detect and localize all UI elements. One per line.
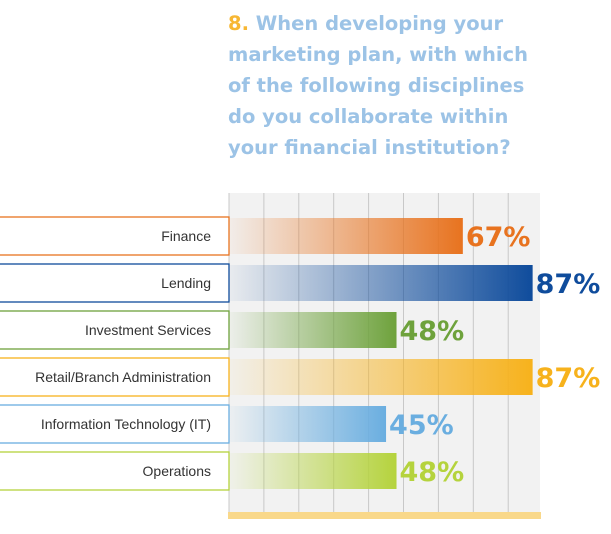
category-label: Investment Services bbox=[85, 322, 211, 338]
value-label: 48% bbox=[400, 457, 465, 488]
bar-investment-services bbox=[229, 312, 397, 348]
value-label: 87% bbox=[536, 269, 601, 300]
bar-information-technology-it bbox=[229, 406, 387, 442]
value-label: 67% bbox=[466, 222, 531, 253]
category-label: Retail/Branch Administration bbox=[35, 369, 211, 385]
title-line-2: marketing plan, with which bbox=[228, 43, 528, 66]
category-label: Information Technology (IT) bbox=[41, 416, 211, 432]
question-title: 8. When developing your marketing plan, … bbox=[228, 8, 608, 163]
category-label: Finance bbox=[161, 228, 211, 244]
question-number: 8. bbox=[228, 12, 249, 35]
category-label: Operations bbox=[143, 463, 211, 479]
title-line-4: do you collaborate within bbox=[228, 105, 509, 128]
bar-retail-branch-administration bbox=[229, 359, 533, 395]
title-line-5: your financial institution? bbox=[228, 136, 511, 159]
category-label: Lending bbox=[161, 275, 211, 291]
category-row-box bbox=[0, 357, 230, 397]
bar-finance bbox=[229, 218, 463, 254]
value-label: 87% bbox=[536, 363, 601, 394]
category-row-box bbox=[0, 216, 230, 256]
title-line-3: of the following disciplines bbox=[228, 74, 525, 97]
category-row-box bbox=[0, 263, 230, 303]
bar-operations bbox=[229, 453, 397, 489]
value-label: 48% bbox=[400, 316, 465, 347]
title-line-1: 8. When developing your bbox=[228, 12, 504, 35]
bottom-band bbox=[228, 512, 541, 519]
category-row-box bbox=[0, 310, 230, 350]
value-label: 45% bbox=[389, 410, 454, 441]
bar-lending bbox=[229, 265, 533, 301]
